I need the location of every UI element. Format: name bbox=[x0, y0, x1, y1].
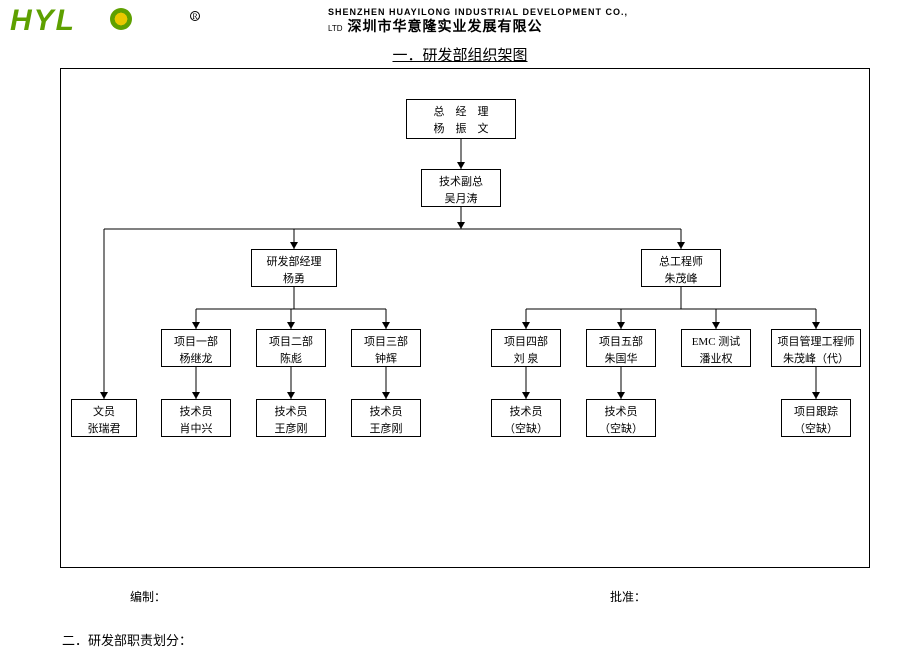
org-node-title: 技术员 bbox=[164, 404, 228, 421]
org-node-title: 技术员 bbox=[494, 404, 558, 421]
org-node-pm: 项目管理工程师朱茂峰（代） bbox=[771, 329, 861, 367]
org-node-person: 朱国华 bbox=[589, 351, 653, 368]
prepared-by-label: 编制： bbox=[130, 588, 166, 605]
org-node-title: 项目五部 bbox=[589, 334, 653, 351]
org-chart-frame: 总 经 理杨 振 文技术副总吴月涛研发部经理杨勇总工程师朱茂峰文员张瑞君项目一部… bbox=[60, 68, 870, 568]
company-logo: HYL bbox=[10, 4, 190, 40]
org-node-vp: 技术副总吴月涛 bbox=[421, 169, 501, 207]
company-name-cn: 深圳市华意隆实业发展有限公 bbox=[348, 20, 543, 35]
org-node-person: 张瑞君 bbox=[74, 421, 134, 438]
org-node-person: 肖中兴 bbox=[164, 421, 228, 438]
org-node-track: 项目跟踪（空缺） bbox=[781, 399, 851, 437]
org-node-title: 总工程师 bbox=[644, 254, 718, 271]
org-node-emc: EMC 测试潘业权 bbox=[681, 329, 751, 367]
org-node-t1: 技术员肖中兴 bbox=[161, 399, 231, 437]
org-node-person: 刘 泉 bbox=[494, 351, 558, 368]
org-node-t3: 技术员王彦刚 bbox=[351, 399, 421, 437]
org-node-title: 项目四部 bbox=[494, 334, 558, 351]
org-node-title: 技术员 bbox=[259, 404, 323, 421]
org-node-p1: 项目一部杨继龙 bbox=[161, 329, 231, 367]
company-name-block: SHENZHEN HUAYILONG INDUSTRIAL DEVELOPMEN… bbox=[328, 6, 628, 37]
org-node-gm: 总 经 理杨 振 文 bbox=[406, 99, 516, 139]
org-node-title: 研发部经理 bbox=[254, 254, 334, 271]
org-node-clerk: 文员张瑞君 bbox=[71, 399, 137, 437]
org-node-t2: 技术员王彦刚 bbox=[256, 399, 326, 437]
org-node-ce: 总工程师朱茂峰 bbox=[641, 249, 721, 287]
org-node-title: 总 经 理 bbox=[409, 104, 513, 121]
org-node-person: 钟辉 bbox=[354, 351, 418, 368]
org-node-person: （空缺） bbox=[784, 421, 848, 438]
org-node-p4: 项目四部刘 泉 bbox=[491, 329, 561, 367]
org-node-person: 吴月涛 bbox=[424, 191, 498, 208]
org-node-title: 文员 bbox=[74, 404, 134, 421]
org-node-p5: 项目五部朱国华 bbox=[586, 329, 656, 367]
registered-mark-icon: R bbox=[190, 11, 200, 21]
company-name-en: SHENZHEN HUAYILONG INDUSTRIAL DEVELOPMEN… bbox=[328, 6, 628, 18]
approved-by-label: 批准： bbox=[610, 588, 646, 605]
org-node-title: 技术员 bbox=[354, 404, 418, 421]
org-node-person: 陈彪 bbox=[259, 351, 323, 368]
org-node-title: 项目三部 bbox=[354, 334, 418, 351]
org-node-person: 朱茂峰（代） bbox=[774, 351, 858, 368]
org-node-mgr: 研发部经理杨勇 bbox=[251, 249, 337, 287]
logo-text: HYL bbox=[10, 4, 76, 37]
org-node-person: 杨勇 bbox=[254, 271, 334, 288]
document-header: HYL R SHENZHEN HUAYILONG INDUSTRIAL DEVE… bbox=[0, 0, 920, 40]
org-node-title: 项目跟踪 bbox=[784, 404, 848, 421]
org-node-p3: 项目三部钟辉 bbox=[351, 329, 421, 367]
org-node-person: 王彦刚 bbox=[354, 421, 418, 438]
org-node-person: 杨 振 文 bbox=[409, 121, 513, 138]
org-node-t4: 技术员（空缺） bbox=[491, 399, 561, 437]
org-node-person: 潘业权 bbox=[684, 351, 748, 368]
org-node-t5: 技术员（空缺） bbox=[586, 399, 656, 437]
org-node-p2: 项目二部陈彪 bbox=[256, 329, 326, 367]
org-chart-connectors bbox=[61, 69, 871, 569]
org-node-title: 项目一部 bbox=[164, 334, 228, 351]
section-2-heading: 二．研发部职责划分： bbox=[62, 630, 192, 649]
org-node-person: 朱茂峰 bbox=[644, 271, 718, 288]
page-title: 一．研发部组织架图 bbox=[0, 44, 920, 65]
org-node-title: 技术副总 bbox=[424, 174, 498, 191]
org-node-person: 王彦刚 bbox=[259, 421, 323, 438]
org-node-title: 项目管理工程师 bbox=[774, 334, 858, 351]
logo-sun-icon bbox=[110, 8, 132, 30]
org-node-title: 项目二部 bbox=[259, 334, 323, 351]
org-node-title: 技术员 bbox=[589, 404, 653, 421]
org-node-person: （空缺） bbox=[589, 421, 653, 438]
ltd-label: LTD bbox=[328, 24, 343, 33]
org-node-person: （空缺） bbox=[494, 421, 558, 438]
org-node-title: EMC 测试 bbox=[684, 334, 748, 351]
org-node-person: 杨继龙 bbox=[164, 351, 228, 368]
